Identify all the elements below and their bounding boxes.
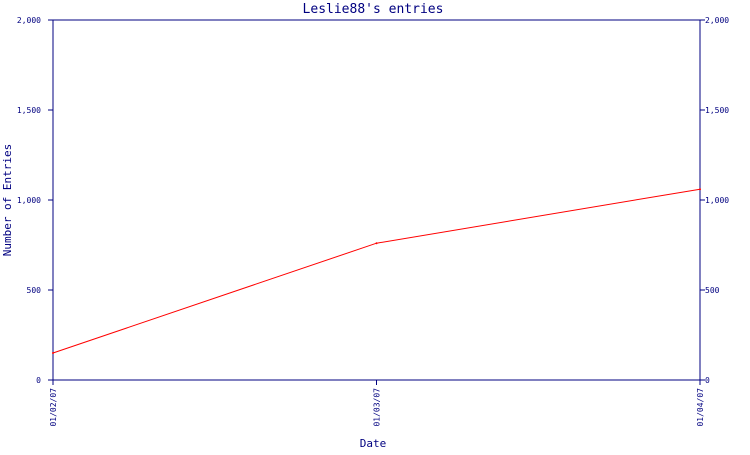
data-point: [375, 242, 378, 245]
x-tick-label: 01/03/07: [373, 388, 382, 427]
y-tick-label-left: 2,000: [17, 16, 41, 25]
x-tick-label: 01/02/07: [49, 388, 58, 427]
y-tick-label-left: 1,500: [17, 106, 41, 115]
chart-title: Leslie88's entries: [303, 2, 444, 17]
data-point: [52, 352, 54, 354]
y-tick-label-left: 500: [27, 286, 42, 295]
y-tick-label-right: 1,500: [705, 106, 729, 115]
y-tick-label-left: 1,000: [17, 196, 41, 205]
x-tick-label: 01/04/07: [696, 388, 705, 427]
x-axis-label: Date: [360, 437, 387, 450]
series-group: [52, 188, 701, 354]
x-ticks: 01/02/07 01/03/07 01/04/07: [49, 380, 705, 427]
y-axis-label: Number of Entries: [1, 144, 14, 257]
y-ticks-right: 0 500 1,000 1,500 2,000: [700, 16, 729, 385]
y-ticks-left: 0 500 1,000 1,500 2,000: [17, 16, 53, 385]
y-tick-label-right: 0: [705, 376, 710, 385]
y-tick-label-right: 1,000: [705, 196, 729, 205]
y-tick-label-right: 2,000: [705, 16, 729, 25]
y-tick-label-left: 0: [36, 376, 41, 385]
data-point: [699, 188, 701, 191]
y-tick-label-right: 500: [705, 286, 720, 295]
